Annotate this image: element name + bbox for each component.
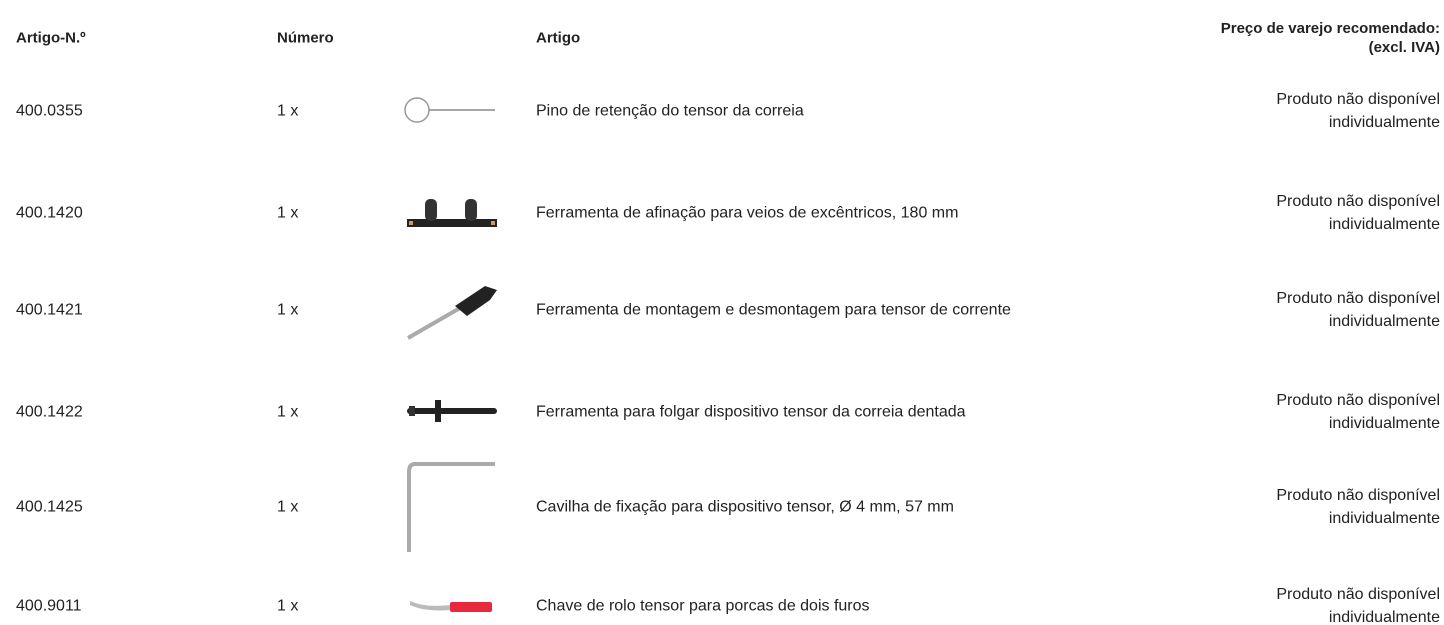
article-no: 400.1421 (16, 301, 83, 319)
price-line: individualmente (1328, 415, 1440, 432)
price-line: individualmente (1328, 510, 1440, 527)
price: Produto não disponível individualmente (1276, 287, 1440, 333)
price-line: individualmente (1328, 216, 1440, 233)
article-no: 400.1425 (16, 498, 83, 516)
count: 1 x (277, 102, 299, 120)
header-price: Preço de varejo recomendado: (excl. IVA) (1221, 19, 1440, 57)
header-price-line: Preço de varejo recomendado: (1220, 20, 1440, 37)
article-no: 400.0355 (16, 102, 83, 120)
price-line: Produto não disponível (1276, 392, 1440, 409)
price: Produto não disponível individualmente (1276, 484, 1440, 530)
header-article: Artigo (536, 29, 581, 47)
article-no: 400.1422 (16, 403, 83, 421)
price: Produto não disponível individualmente (1276, 389, 1440, 435)
count: 1 x (277, 498, 299, 516)
price: Produto não disponível individualmente (1276, 88, 1440, 134)
article: Ferramenta para folgar dispositivo tenso… (536, 403, 966, 421)
price-line: individualmente (1328, 313, 1440, 330)
article-no: 400.9011 (16, 597, 82, 615)
price-line: individualmente (1328, 609, 1440, 625)
price: Produto não disponível individualmente (1276, 583, 1440, 625)
price-line: Produto não disponível (1276, 586, 1440, 603)
count: 1 x (277, 204, 299, 222)
tool-icon (407, 400, 497, 422)
tool-icon (407, 286, 497, 340)
article: Cavilha de fixação para dispositivo tens… (536, 498, 954, 516)
tool-icon (410, 601, 492, 612)
count: 1 x (277, 403, 299, 421)
article: Chave de rolo tensor para porcas de dois… (536, 597, 870, 615)
article: Pino de retenção do tensor da correia (536, 102, 804, 120)
count: 1 x (277, 597, 299, 615)
article-no: 400.1420 (16, 204, 83, 222)
price-line: individualmente (1328, 114, 1440, 131)
article: Ferramenta de montagem e desmontagem par… (536, 301, 1011, 319)
article: Ferramenta de afinação para veios de exc… (536, 204, 959, 222)
price: Produto não disponível individualmente (1276, 190, 1440, 236)
price-line: Produto não disponível (1276, 487, 1440, 504)
price-line: Produto não disponível (1276, 193, 1440, 210)
pin-icon (404, 97, 495, 123)
pin-icon (407, 462, 495, 552)
count: 1 x (277, 301, 299, 319)
header-count: Número (277, 29, 334, 47)
price-line: Produto não disponível (1276, 290, 1440, 307)
header-price-line: (excl. IVA) (1368, 39, 1440, 56)
header-article-no: Artigo-N.º (16, 29, 86, 47)
tool-icon (407, 199, 497, 227)
price-line: Produto não disponível (1276, 91, 1440, 108)
